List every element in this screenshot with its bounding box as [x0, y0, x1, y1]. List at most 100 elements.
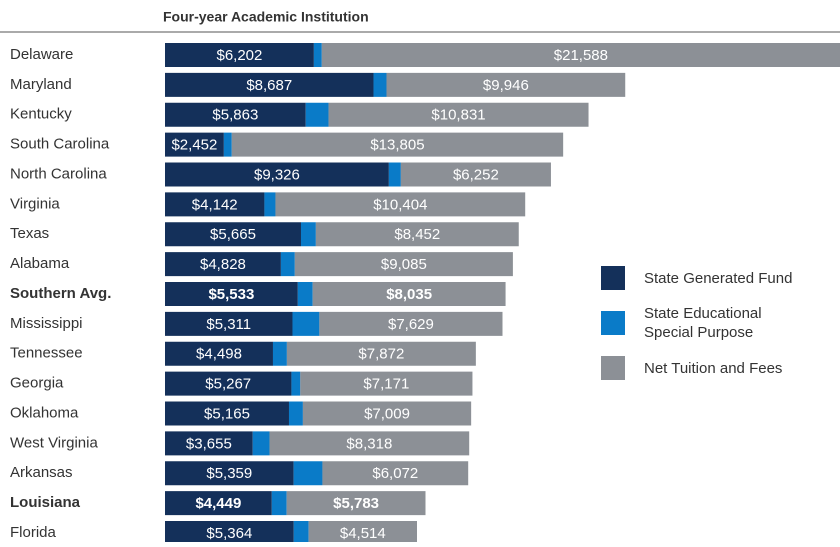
bar-segment	[269, 431, 470, 456]
category-label: Texas	[10, 225, 49, 242]
bar-segment	[223, 132, 232, 157]
bar-segment	[300, 222, 316, 247]
category-label: Arkansas	[10, 464, 73, 481]
bar-segment	[293, 521, 309, 545]
bar-segment	[308, 521, 417, 545]
bar-segment	[400, 162, 551, 187]
bar-segment	[165, 102, 306, 127]
value-label: $3,655	[186, 435, 232, 452]
category-label: Southern Avg.	[10, 285, 111, 302]
category-label: Alabama	[10, 255, 70, 272]
category-label: Georgia	[10, 375, 64, 392]
value-label: $5,267	[205, 376, 251, 393]
category-label: South Carolina	[10, 136, 110, 153]
category-label: Mississippi	[10, 315, 83, 332]
bar-segment	[286, 491, 426, 516]
bar-segment	[165, 401, 289, 426]
bar-segment	[373, 72, 387, 97]
legend-label: State Generated Fund	[644, 269, 793, 287]
category-label: Virginia	[10, 195, 60, 212]
bar-segment	[386, 72, 626, 97]
value-label: $4,498	[196, 346, 242, 363]
value-label: $5,533	[208, 286, 254, 303]
value-label: $8,687	[246, 77, 292, 94]
bar-segment	[165, 252, 281, 277]
bar-segment	[165, 222, 301, 247]
legend-label: State Educational Special Purpose	[644, 305, 762, 341]
bar-segment	[322, 461, 469, 486]
value-label: $5,311	[206, 316, 251, 333]
value-label: $5,783	[333, 495, 379, 512]
value-label: $9,326	[254, 166, 300, 183]
bar-segment	[165, 341, 273, 366]
legend-swatch	[601, 356, 625, 380]
value-label: $8,452	[394, 226, 440, 243]
value-label: $4,828	[200, 256, 246, 273]
legend-swatch	[601, 266, 625, 290]
value-label: $5,359	[206, 465, 252, 482]
bar-segment	[165, 192, 265, 217]
value-label: $7,171	[363, 376, 409, 393]
category-label: Maryland	[10, 76, 72, 93]
bar-segment	[165, 371, 292, 396]
bar-segment	[297, 282, 313, 306]
value-label: $5,165	[204, 405, 250, 422]
bar-segment	[165, 521, 294, 545]
value-label: $4,142	[192, 196, 238, 213]
legend-item: State Generated Fund	[601, 263, 804, 293]
category-label: Florida	[10, 524, 57, 541]
legend: State Generated Fund State Educational Sp…	[601, 263, 804, 398]
bar-segment	[271, 491, 287, 516]
value-label: $6,072	[372, 465, 418, 482]
category-label: Kentucky	[10, 106, 72, 123]
bar-segment	[165, 43, 314, 67]
bar-segment	[275, 192, 526, 217]
bar-segment	[272, 341, 287, 366]
value-label: $5,665	[210, 226, 256, 243]
value-label: $9,946	[483, 77, 529, 94]
value-label: $4,514	[340, 525, 386, 542]
bar-segment	[313, 43, 322, 67]
legend-item: Net Tuition and Fees	[601, 353, 804, 383]
category-label: North Carolina	[10, 165, 107, 182]
category-label: Louisiana	[10, 494, 81, 511]
bar-segment	[288, 401, 303, 426]
value-label: $6,202	[216, 47, 262, 64]
value-label: $9,085	[381, 256, 427, 273]
bar-segment	[305, 102, 329, 127]
bar-segment	[165, 132, 224, 157]
category-label: Oklahoma	[10, 404, 79, 421]
bar-segment	[300, 371, 473, 396]
value-label: $6,252	[453, 166, 499, 183]
bar-segment	[165, 162, 389, 187]
category-label: Tennessee	[10, 345, 83, 362]
bar-segment	[294, 252, 513, 277]
value-label: $7,009	[364, 405, 410, 422]
bar-segment	[165, 72, 374, 97]
category-label: West Virginia	[10, 434, 98, 451]
value-label: $13,805	[370, 137, 424, 154]
bar-segment	[165, 282, 298, 306]
bar-segment	[280, 252, 295, 277]
bar-segment	[312, 282, 506, 306]
bar-segment	[165, 431, 253, 456]
bar-segment	[291, 371, 301, 396]
value-label: $2,452	[171, 137, 217, 154]
bar-segment	[165, 491, 272, 516]
value-label: $21,588	[554, 47, 608, 64]
value-label: $8,035	[386, 286, 432, 303]
value-label: $7,629	[388, 316, 434, 333]
chart-title: Four-year Academic Institution	[163, 9, 369, 25]
value-label: $4,449	[195, 495, 241, 512]
bar-segment	[328, 102, 589, 127]
bar-segment	[321, 43, 840, 67]
value-label: $7,872	[358, 346, 404, 363]
value-label: $5,863	[212, 107, 258, 124]
bar-segment	[264, 192, 276, 217]
bar-segment	[388, 162, 401, 187]
legend-label: Net Tuition and Fees	[644, 359, 783, 377]
bar-segment	[165, 461, 294, 486]
bar-segment	[292, 311, 320, 336]
legend-swatch	[601, 311, 625, 335]
